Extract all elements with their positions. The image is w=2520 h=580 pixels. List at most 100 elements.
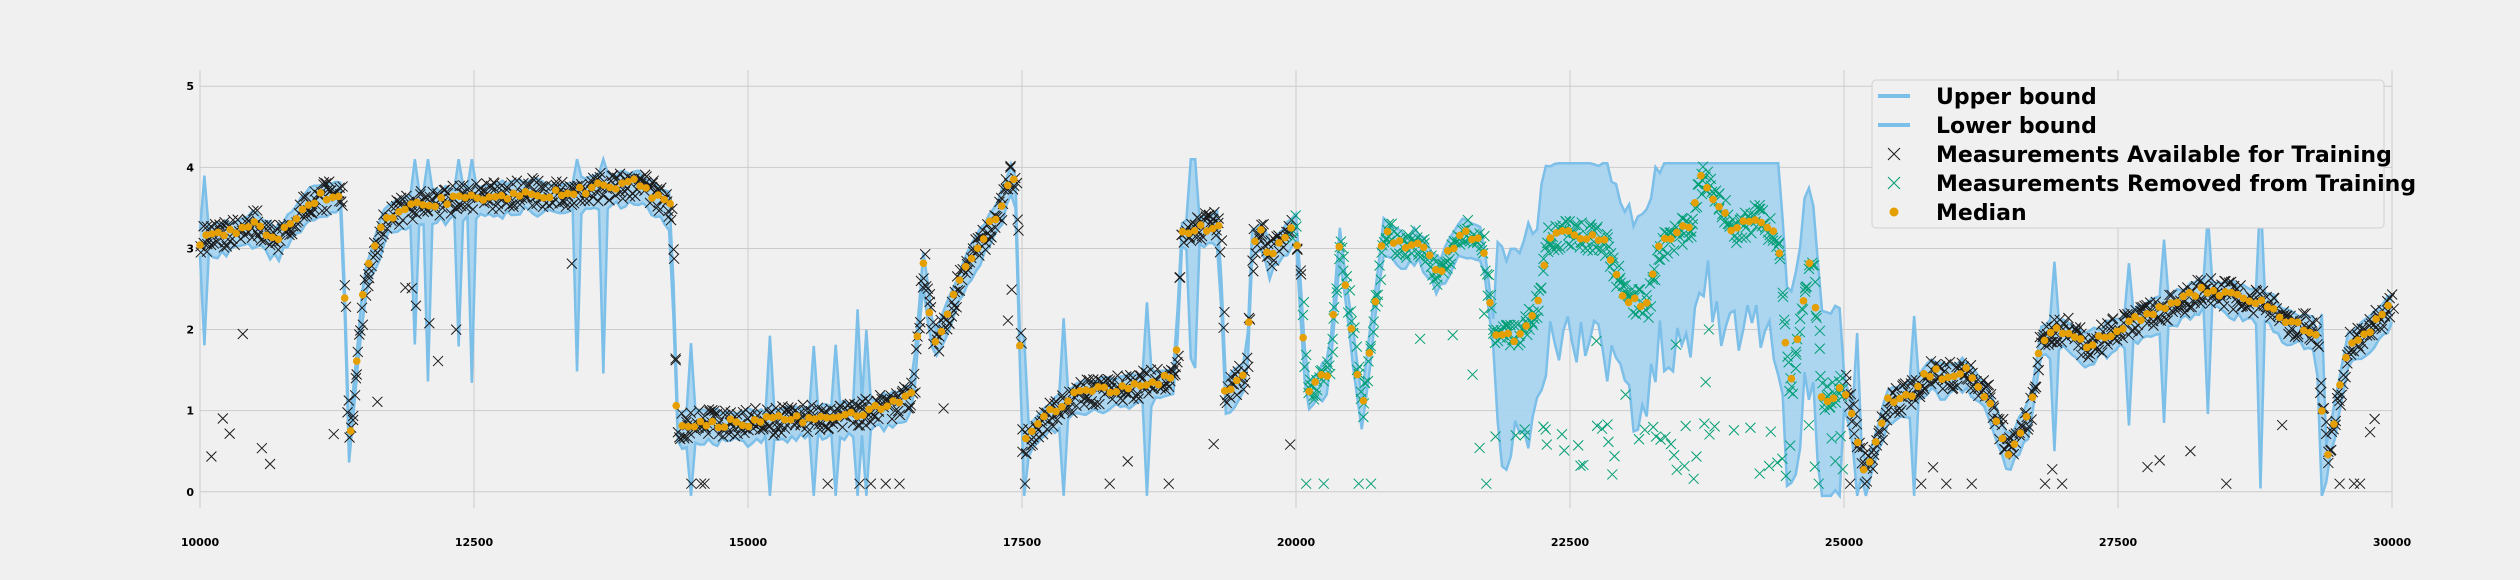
available-marker	[920, 280, 932, 292]
available-marker	[750, 402, 761, 414]
available-marker	[556, 176, 568, 188]
median-dot	[696, 417, 705, 426]
available-marker	[2313, 341, 2325, 353]
median-dot	[1064, 397, 1072, 405]
median-dot	[2070, 333, 2079, 341]
available-marker	[1851, 418, 1863, 430]
median-dot	[1335, 242, 1344, 251]
removed-marker	[1560, 216, 1572, 228]
available-marker	[2154, 455, 2166, 466]
removed-marker	[1300, 478, 1312, 490]
removed-marker	[1521, 329, 1533, 341]
available-marker	[248, 205, 259, 217]
available-marker	[1266, 260, 1278, 272]
removed-marker	[1609, 450, 1620, 462]
median-dot	[859, 411, 867, 420]
removed-marker	[1500, 319, 1512, 331]
available-marker	[531, 198, 543, 210]
available-marker	[732, 428, 744, 440]
median-dot	[1516, 329, 1524, 338]
available-marker	[2063, 312, 2074, 324]
available-marker	[2386, 289, 2398, 300]
removed-marker	[1700, 376, 1712, 388]
removed-marker	[1445, 258, 1457, 270]
available-marker	[2107, 313, 2119, 324]
available-marker	[2166, 289, 2177, 301]
removed-marker	[1370, 290, 1382, 301]
available-marker	[2384, 311, 2396, 323]
median-dot	[1389, 239, 1398, 247]
available-marker	[1877, 434, 1889, 446]
removed-marker	[1686, 231, 1697, 242]
median-dot	[750, 415, 759, 424]
removed-marker	[1765, 426, 1777, 438]
median-dot	[286, 219, 295, 228]
median-dot	[1154, 380, 1163, 389]
median-dot	[2088, 341, 2097, 349]
median-dot	[1697, 171, 1705, 180]
removed-marker	[1327, 333, 1338, 345]
removed-marker	[1311, 384, 1323, 396]
x-tick-label: 12500	[455, 536, 494, 549]
available-marker	[2314, 387, 2326, 399]
available-marker	[1915, 478, 1927, 490]
x-tick-label: 30000	[2373, 536, 2412, 549]
median-dot	[648, 194, 656, 202]
available-marker	[597, 189, 609, 201]
available-marker	[1883, 404, 1894, 416]
median-dot	[1950, 372, 1958, 381]
available-marker	[699, 478, 710, 490]
median-dot	[1052, 407, 1060, 416]
available-marker	[406, 282, 418, 294]
available-marker	[908, 368, 920, 380]
median-dot	[1425, 251, 1434, 260]
median-dot	[2064, 329, 2073, 338]
available-marker	[232, 214, 244, 226]
available-marker	[2311, 314, 2323, 326]
removed-marker	[1602, 419, 1613, 430]
available-marker	[1005, 160, 1016, 172]
removed-marker	[1331, 283, 1342, 294]
median-dot	[1865, 458, 1874, 466]
median-dot	[563, 189, 572, 198]
available-marker	[340, 301, 352, 313]
available-marker	[668, 244, 679, 255]
removed-marker	[1780, 470, 1792, 482]
removed-marker	[1290, 210, 1302, 221]
removed-marker	[1355, 386, 1367, 398]
median-dot	[292, 214, 301, 223]
median-dot	[250, 218, 259, 226]
removed-marker	[1478, 308, 1490, 319]
available-marker	[1152, 363, 1163, 375]
available-marker	[1868, 444, 1880, 456]
available-marker	[227, 214, 239, 226]
median-dot	[2366, 328, 2374, 337]
median-points	[196, 171, 2392, 474]
removed-marker	[1687, 213, 1699, 225]
median-dot	[2179, 292, 2188, 301]
removed-marker	[1620, 279, 1631, 291]
median-dot	[1214, 221, 1223, 230]
median-dot	[322, 196, 331, 204]
median-dot	[1401, 244, 1410, 252]
available-marker	[2227, 303, 2239, 315]
available-marker	[2195, 298, 2207, 309]
removed-marker	[1677, 213, 1689, 225]
median-dot	[1956, 370, 1964, 378]
median-dot	[196, 241, 204, 249]
median-dot	[503, 194, 512, 203]
median-dot	[1980, 393, 1989, 401]
removed-marker	[1745, 422, 1756, 434]
available-marker	[511, 175, 523, 187]
removed-marker	[1773, 239, 1784, 250]
available-marker	[1914, 391, 1926, 403]
removed-marker	[1298, 296, 1310, 308]
median-dot	[1118, 382, 1127, 390]
median-dot	[618, 179, 626, 188]
available-marker	[1005, 162, 1016, 173]
median-dot	[437, 193, 445, 202]
median-dot	[431, 202, 439, 211]
median-dot	[2167, 299, 2175, 307]
available-marker	[2235, 280, 2246, 291]
available-marker	[653, 205, 665, 216]
